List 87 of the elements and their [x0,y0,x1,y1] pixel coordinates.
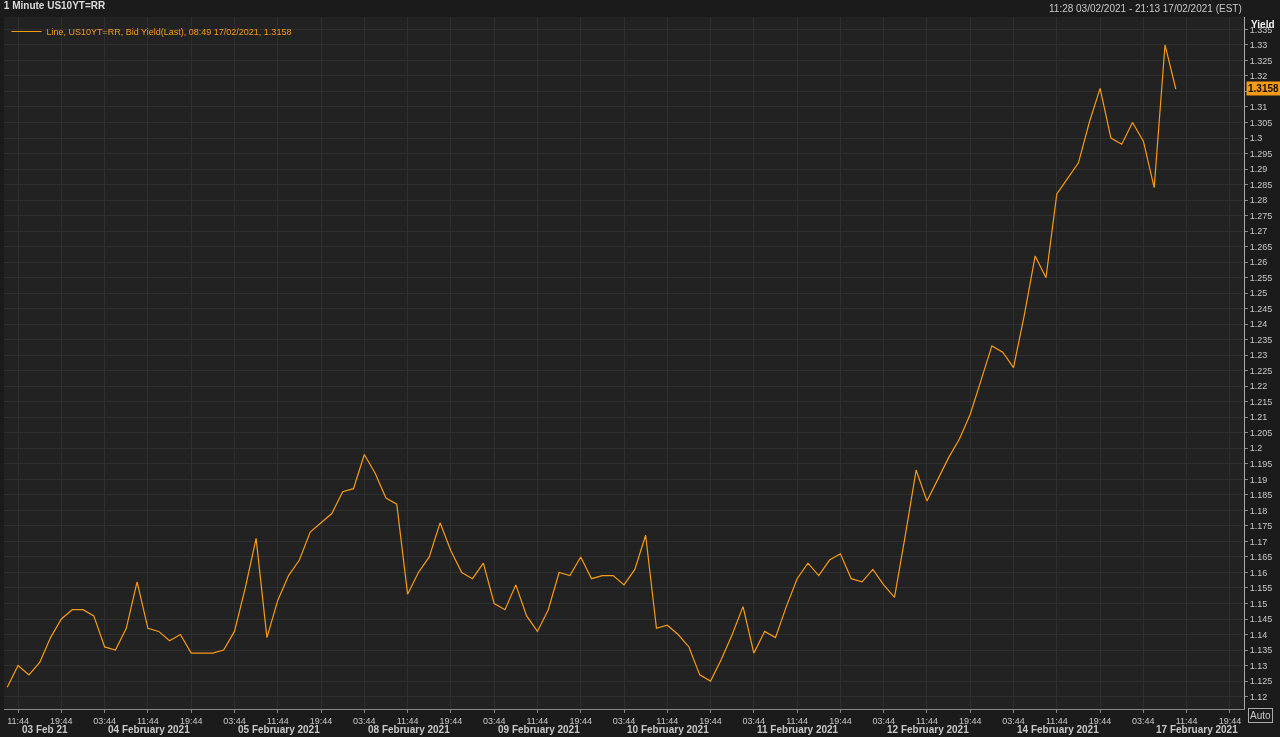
y-tick-label: 1.17 [1249,536,1268,547]
x-tick-label: 11:44 [1045,715,1068,726]
y-tick-label: 1.165 [1249,552,1273,563]
text: 14 February 2021 [1017,724,1100,735]
y-tick-label: 1.12 [1249,691,1268,702]
x-tick-label: 11:44 [266,715,289,726]
y-tick-label: 1.225 [1249,365,1273,376]
y-tick-label: 1.28 [1249,195,1268,206]
y-tick-label: 1.31 [1249,102,1268,113]
x-tick-label: 11:44 [916,715,938,726]
y-tick-label: 1.24 [1249,319,1268,330]
x-tick-label: 11:44 [136,715,159,726]
x-tick-label: 19:44 [179,715,203,726]
y-tick-label: 1.2 [1249,443,1263,454]
y-tick-label: 1.125 [1249,676,1273,687]
x-tick-label: 03:44 [872,715,895,726]
x-tick-label: 11:44 [7,715,29,726]
y-tick-label: 1.19 [1249,474,1268,485]
y-tick-label: 1.15 [1249,598,1268,609]
x-tick-label: 19:44 [439,715,463,726]
text: 05 February 2021 [238,724,321,735]
y-tick-label: 1.185 [1249,490,1273,501]
x-tick-label: 11:44 [656,715,679,726]
x-tick-label: 03:44 [482,715,506,726]
y-tick-label: 1.205 [1249,427,1273,438]
x-tick-label: 19:44 [569,715,592,726]
x-tick-label: 11:44 [526,715,549,726]
y-tick-label: 1.265 [1249,241,1273,252]
y-tick-label: 1.25 [1249,288,1268,299]
x-tick-label: 03:44 [93,715,116,726]
y-tick-label: 1.305 [1249,117,1273,128]
x-tick-label: 03:44 [742,715,766,726]
text: 10 February 2021 [627,724,710,735]
y-tick-label: 1.3 [1249,133,1263,144]
y-tick-label: 1.32 [1249,71,1268,82]
y-tick-label: 1.29 [1249,164,1268,175]
y-tick-label: 1.295 [1249,148,1273,159]
y-tick-label: 1.195 [1249,459,1273,469]
x-tick-label: 19:44 [50,715,73,726]
y-tick-label: 1.155 [1249,583,1273,594]
x-tick-label: 11:44 [786,715,809,726]
y-tick-label: 1.21 [1249,412,1268,423]
x-tick-label: 11:44 [396,715,419,726]
y-tick-label: 1.16 [1249,567,1268,578]
legend-label: Line, US10YT=RR, Bid Yield(Last), 08:49 17/02/2021, 1.3158 [46,27,292,38]
x-tick-label: 19:44 [1088,715,1112,726]
y-tick-label: 1.145 [1249,614,1273,625]
text: 17 February 2021 [1156,724,1239,735]
x-tick-label: 03:44 [223,715,246,726]
y-tick-label: 1.215 [1249,396,1273,407]
text: 12 February 2021 [887,724,970,735]
text: Auto [1250,710,1272,721]
x-tick-label: 03:44 [612,715,636,726]
text: 09 February 2021 [498,724,581,735]
y-tick-label: 1.245 [1249,303,1273,314]
y-tick-label: 1.23 [1249,350,1268,361]
line-series [6,44,1177,688]
y-tick-label: 1.27 [1249,226,1268,237]
y-tick-label: 1.235 [1249,334,1273,345]
y-tick-label: 1.285 [1249,179,1273,190]
x-tick-label: 19:44 [309,715,333,726]
x-tick-label: 03:44 [1002,715,1025,726]
y-tick-label: 1.22 [1249,381,1268,392]
y-tick-label: 1.135 [1249,645,1273,656]
text: 11 February 2021 [757,724,839,735]
x-tick-label: 11:44 [1175,715,1198,726]
y-tick-label: 1.13 [1249,660,1268,671]
x-tick-label: 19:44 [958,715,982,726]
y-tick-label: 1.275 [1249,210,1273,221]
y-tick-label: 1.18 [1249,505,1268,516]
y-tick-label: 1.175 [1249,521,1273,532]
x-tick-label: 19:44 [699,715,722,726]
y-tick-label: 1.33 [1249,40,1268,51]
x-tick-label: 03:44 [1132,715,1155,726]
text: 08 February 2021 [368,724,451,735]
y-tick-label: 1.255 [1249,272,1273,283]
x-tick-label: 03:44 [353,715,376,726]
x-tick-label: 19:44 [1218,715,1242,726]
text: 04 February 2021 [108,724,191,735]
annotation: 1.3158 [1248,83,1280,94]
x-tick-label: 19:44 [829,715,852,726]
y-tick-label: 1.325 [1249,55,1273,66]
y-tick-label: 1.14 [1249,629,1268,640]
text: 03 Feb 21 [22,724,69,735]
chart-title: 1 Minute US10YT=RR [3,0,107,12]
y-tick-label: 1.26 [1249,257,1268,268]
text: 11:28 03/02/2021 - 21:13 17/02/2021 (EST) [1049,3,1242,14]
